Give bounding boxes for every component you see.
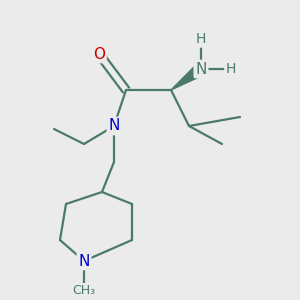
- Text: N: N: [78, 254, 90, 268]
- Text: N: N: [108, 118, 120, 134]
- Polygon shape: [171, 64, 205, 90]
- Text: H: H: [226, 62, 236, 76]
- Text: H: H: [196, 32, 206, 46]
- Text: O: O: [93, 46, 105, 62]
- Text: CH₃: CH₃: [72, 284, 96, 298]
- Text: N: N: [195, 61, 207, 76]
